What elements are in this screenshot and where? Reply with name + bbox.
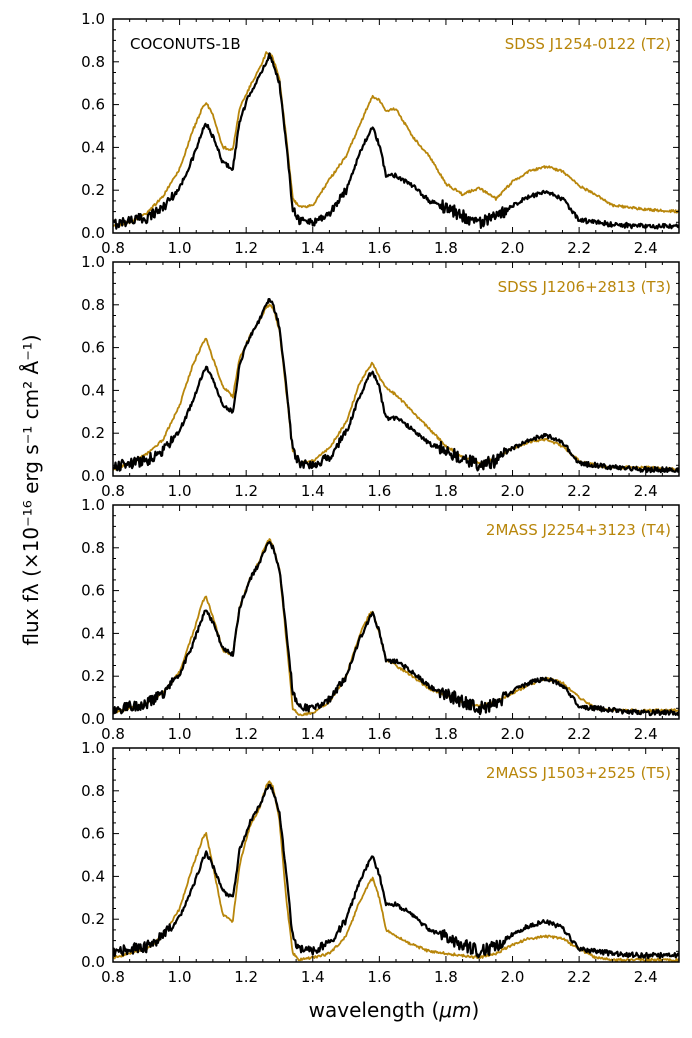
- object-label: COCONUTS-1B: [130, 35, 241, 53]
- x-tick-label: 1.2: [234, 239, 258, 257]
- object-spectrum-line: [113, 52, 679, 230]
- panel-4: 0.8 1.0 1.2 1.4 1.6 1.8 2.0 2.2 2.4 0.0 0.2 0.4 0.6 0…: [81, 739, 680, 986]
- y-tick-label: 0.8: [81, 539, 105, 557]
- x-tick-label: 1.4: [301, 725, 325, 743]
- y-tick-label: 0.0: [81, 224, 105, 242]
- x-tick-label: 2.0: [501, 725, 525, 743]
- y-tick-label: 0.2: [81, 181, 105, 199]
- y-tick-label: 0.4: [81, 381, 105, 399]
- x-tick-label: 2.0: [501, 482, 525, 500]
- y-tick-label: 0.8: [81, 53, 105, 71]
- x-tick-label: 1.2: [234, 482, 258, 500]
- x-tick-label: 1.6: [367, 482, 391, 500]
- y-tick-label: 0.2: [81, 910, 105, 928]
- x-tick-label: 1.0: [168, 725, 192, 743]
- x-tick-label: 1.2: [234, 968, 258, 986]
- x-tick-label: 2.4: [634, 239, 658, 257]
- x-tick-label: 1.4: [301, 968, 325, 986]
- x-tick-label: 2.2: [567, 482, 591, 500]
- y-tick-label: 0.6: [81, 825, 105, 843]
- y-tick-label: 0.6: [81, 582, 105, 600]
- template-label: 2MASS J1503+2525 (T5): [486, 764, 671, 782]
- x-tick-label: 1.6: [367, 725, 391, 743]
- y-tick-label: 1.0: [81, 496, 105, 514]
- y-tick-label: 0.0: [81, 953, 105, 971]
- x-tick-label: 2.4: [634, 725, 658, 743]
- x-axis-label: wavelength (μm): [309, 998, 480, 1022]
- x-tick-label: 1.8: [434, 725, 458, 743]
- panel-2: 0.8 1.0 1.2 1.4 1.6 1.8 2.0 2.2 2.4 0.0 0.2 0.4 0.6 0…: [81, 253, 680, 500]
- y-tick-label: 0.4: [81, 138, 105, 156]
- x-tick-label: 2.4: [634, 482, 658, 500]
- y-tick-label: 0.4: [81, 867, 105, 885]
- y-tick-label: 0.2: [81, 424, 105, 442]
- x-tick-label: 0.8: [101, 239, 125, 257]
- x-tick-label: 2.0: [501, 239, 525, 257]
- y-tick-label: 0.0: [81, 710, 105, 728]
- x-tick-label: 1.4: [301, 482, 325, 500]
- x-tick-label: 1.0: [168, 968, 192, 986]
- x-tick-label: 0.8: [101, 968, 125, 986]
- y-tick-label: 0.8: [81, 296, 105, 314]
- x-tick-label: 0.8: [101, 482, 125, 500]
- x-tick-label: 2.4: [634, 968, 658, 986]
- x-tick-label: 1.6: [367, 968, 391, 986]
- template-label: 2MASS J2254+3123 (T4): [486, 521, 671, 539]
- y-tick-label: 1.0: [81, 253, 105, 271]
- x-tick-label: 2.0: [501, 968, 525, 986]
- x-tick-label: 0.8: [101, 725, 125, 743]
- x-tick-label: 1.2: [234, 725, 258, 743]
- object-spectrum-line: [113, 298, 679, 474]
- x-tick-label: 1.8: [434, 482, 458, 500]
- x-tick-label: 2.2: [567, 968, 591, 986]
- y-tick-label: 0.6: [81, 96, 105, 114]
- y-tick-label: 0.8: [81, 782, 105, 800]
- x-tick-label: 1.8: [434, 968, 458, 986]
- panel-1: 0.8 1.0 1.2 1.4 1.6 1.8 2.0 2.2 2.4 0.0 0.2 0.4 0.6 0…: [81, 10, 680, 257]
- x-tick-label: 2.2: [567, 239, 591, 257]
- y-tick-label: 0.2: [81, 667, 105, 685]
- y-tick-label: 1.0: [81, 10, 105, 28]
- template-spectrum-line: [113, 538, 679, 717]
- y-tick-label: 0.0: [81, 467, 105, 485]
- template-label: SDSS J1206+2813 (T3): [498, 278, 671, 296]
- x-tick-label: 1.6: [367, 239, 391, 257]
- y-tick-label: 1.0: [81, 739, 105, 757]
- x-tick-label: 1.0: [168, 239, 192, 257]
- y-tick-label: 0.4: [81, 624, 105, 642]
- template-label: SDSS J1254-0122 (T2): [505, 35, 671, 53]
- template-spectrum-line: [113, 780, 679, 962]
- x-tick-label: 1.8: [434, 239, 458, 257]
- x-tick-label: 2.2: [567, 725, 591, 743]
- panel-3: 0.8 1.0 1.2 1.4 1.6 1.8 2.0 2.2 2.4 0.0 0.2 0.4 0.6 0…: [81, 496, 680, 743]
- template-spectrum-line: [113, 51, 679, 228]
- object-spectrum-line: [113, 540, 679, 717]
- y-axis-label: flux fλ (×10⁻¹⁶ erg s⁻¹ cm² Å⁻¹): [19, 334, 43, 645]
- x-tick-label: 1.0: [168, 482, 192, 500]
- object-spectrum-line: [113, 783, 679, 960]
- x-tick-label: 1.4: [301, 239, 325, 257]
- y-tick-label: 0.6: [81, 339, 105, 357]
